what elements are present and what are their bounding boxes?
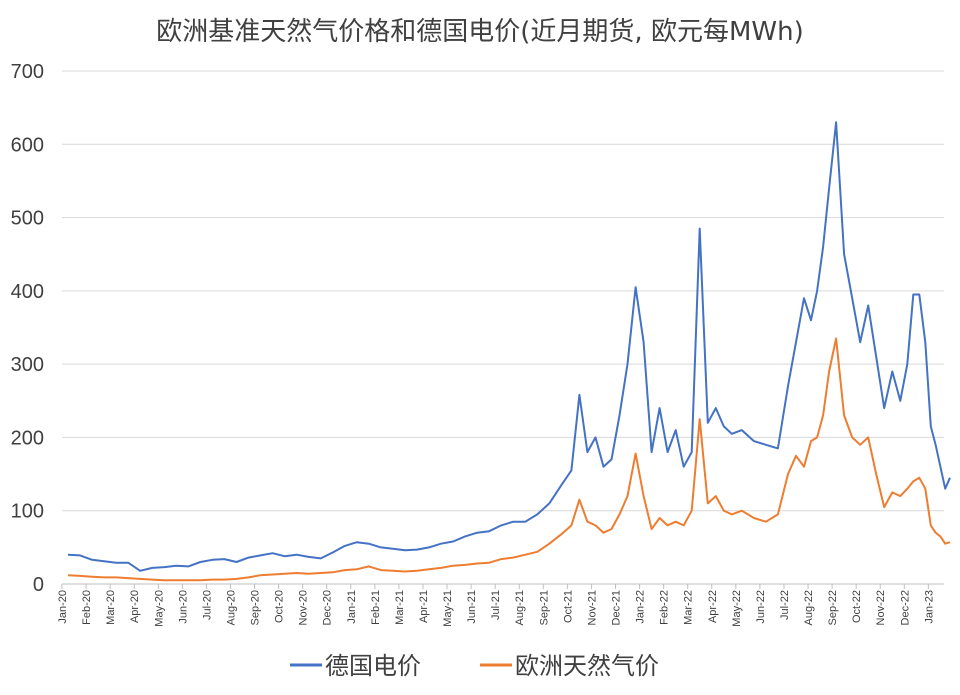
x-tick-label: Apr-22 bbox=[707, 590, 719, 623]
x-tick-label: Sep-21 bbox=[538, 590, 550, 625]
series-line-0 bbox=[67, 121, 951, 572]
x-tick-label: May-21 bbox=[442, 590, 454, 627]
x-tick-label: Aug-22 bbox=[803, 590, 815, 625]
x-tick-label: Mar-20 bbox=[105, 590, 117, 625]
y-axis: 0 100 200 300 400 500 600 700 bbox=[11, 61, 944, 596]
x-tick-label: Jan-23 bbox=[923, 590, 935, 624]
x-tick-label: Jul-21 bbox=[490, 590, 502, 620]
legend: 德国电价 欧洲天然气价 bbox=[290, 652, 659, 680]
x-tick-label: Dec-22 bbox=[899, 590, 911, 625]
y-tick-label: 300 bbox=[11, 354, 44, 376]
x-tick-label: Feb-22 bbox=[659, 590, 671, 625]
x-tick-label: Mar-21 bbox=[394, 590, 406, 625]
x-tick-label: Jun-22 bbox=[755, 590, 767, 624]
x-tick-label: Feb-20 bbox=[81, 590, 93, 625]
x-tick-label: Jan-21 bbox=[346, 590, 358, 624]
series-line-1 bbox=[67, 337, 951, 582]
x-tick-label: Feb-21 bbox=[370, 590, 382, 625]
x-tick-label: Aug-20 bbox=[225, 590, 237, 625]
x-tick-label: Apr-20 bbox=[129, 590, 141, 623]
x-tick-label: Dec-21 bbox=[611, 590, 623, 625]
x-tick-label: Nov-20 bbox=[298, 590, 310, 625]
y-tick-label: 0 bbox=[33, 574, 44, 596]
x-axis: Jan-20 Feb-20 Mar-20 Apr-20 May-20 Jun-20 Jul-… bbox=[57, 584, 935, 627]
x-tick-label: Jan-20 bbox=[57, 590, 69, 624]
x-tick-label: Oct-20 bbox=[274, 590, 286, 623]
x-tick-label: Jul-20 bbox=[201, 590, 213, 620]
y-tick-label: 600 bbox=[11, 134, 44, 156]
y-tick-label: 500 bbox=[11, 208, 44, 230]
y-tick-label: 700 bbox=[11, 61, 44, 83]
x-tick-label: Nov-22 bbox=[875, 590, 887, 625]
x-tick-label: Mar-22 bbox=[683, 590, 695, 625]
legend-label: 德国电价 bbox=[325, 652, 421, 680]
x-tick-label: Apr-21 bbox=[418, 590, 430, 623]
x-tick-label: Nov-21 bbox=[586, 590, 598, 625]
x-tick-label: Oct-21 bbox=[562, 590, 574, 623]
legend-label: 欧洲天然气价 bbox=[515, 652, 659, 680]
x-tick-label: May-20 bbox=[153, 590, 165, 627]
x-tick-label: Jul-22 bbox=[779, 590, 791, 620]
x-tick-label: Aug-21 bbox=[514, 590, 526, 625]
y-tick-label: 100 bbox=[11, 501, 44, 523]
x-tick-label: Dec-20 bbox=[322, 590, 334, 625]
y-tick-label: 200 bbox=[11, 427, 44, 449]
x-tick-label: Jun-20 bbox=[177, 590, 189, 624]
plot-area bbox=[67, 121, 951, 582]
y-tick-label: 400 bbox=[11, 281, 44, 303]
x-tick-label: May-22 bbox=[731, 590, 743, 627]
x-tick-label: Sep-22 bbox=[827, 590, 839, 625]
x-tick-label: Oct-22 bbox=[851, 590, 863, 623]
x-tick-label: Jun-21 bbox=[466, 590, 478, 624]
chart-title: 欧洲基准天然气价格和德国电价(近月期货, 欧元每MWh) bbox=[156, 17, 803, 47]
x-tick-label: Sep-20 bbox=[250, 590, 262, 625]
x-tick-label: Jan-22 bbox=[635, 590, 647, 624]
gridlines bbox=[62, 70, 944, 512]
